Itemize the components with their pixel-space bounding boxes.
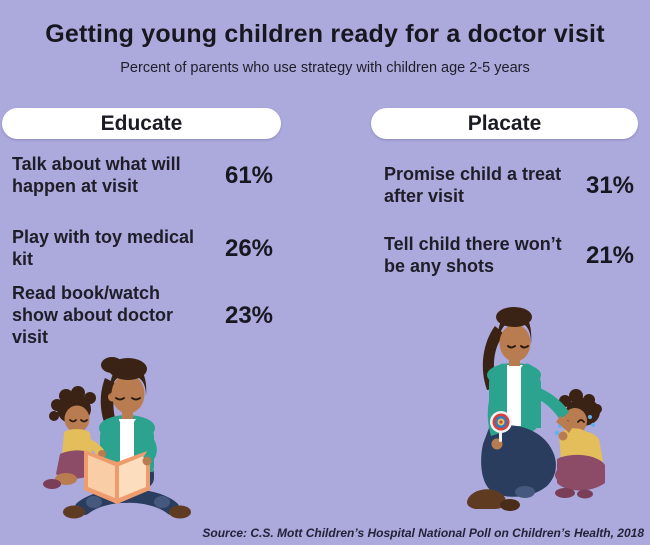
educate-header-pill: Educate bbox=[2, 108, 281, 139]
stat-row-talk-about-visit: Talk about what will happen at visit 61% bbox=[12, 150, 290, 202]
stat-label: Play with toy medical kit bbox=[12, 227, 195, 269]
stat-value: 26% bbox=[224, 235, 274, 262]
stat-value: 31% bbox=[585, 172, 635, 199]
educate-header-label: Educate bbox=[100, 111, 183, 135]
page-subtitle: Percent of parents who use strategy with… bbox=[120, 60, 530, 76]
stat-row-no-shots: Tell child there won’t be any shots 21% bbox=[384, 230, 638, 282]
stat-value: 21% bbox=[585, 242, 635, 269]
stat-label: Promise child a treat after visit bbox=[384, 164, 562, 206]
stat-row-promise-treat: Promise child a treat after visit 31% bbox=[384, 160, 638, 212]
stat-label: Tell child there won’t be any shots bbox=[384, 234, 562, 276]
source-citation: Source: C.S. Mott Children’s Hospital Na… bbox=[202, 526, 644, 540]
stat-row-toy-medical-kit: Play with toy medical kit 26% bbox=[12, 223, 290, 275]
illustration-mother-reading-to-child bbox=[43, 357, 191, 519]
stat-value: 23% bbox=[224, 302, 274, 329]
stat-row-read-book-watch-show: Read book/watch show about doctor visit … bbox=[12, 283, 290, 347]
stat-label: Talk about what will happen at visit bbox=[12, 154, 181, 196]
page-title: Getting young children ready for a docto… bbox=[45, 20, 605, 48]
placate-header-label: Placate bbox=[467, 111, 542, 135]
stat-label: Read book/watch show about doctor visit bbox=[12, 283, 173, 347]
stat-value: 61% bbox=[224, 162, 274, 189]
placate-header-pill: Placate bbox=[371, 108, 638, 139]
illustration-mother-comforting-crying-child bbox=[467, 307, 605, 511]
